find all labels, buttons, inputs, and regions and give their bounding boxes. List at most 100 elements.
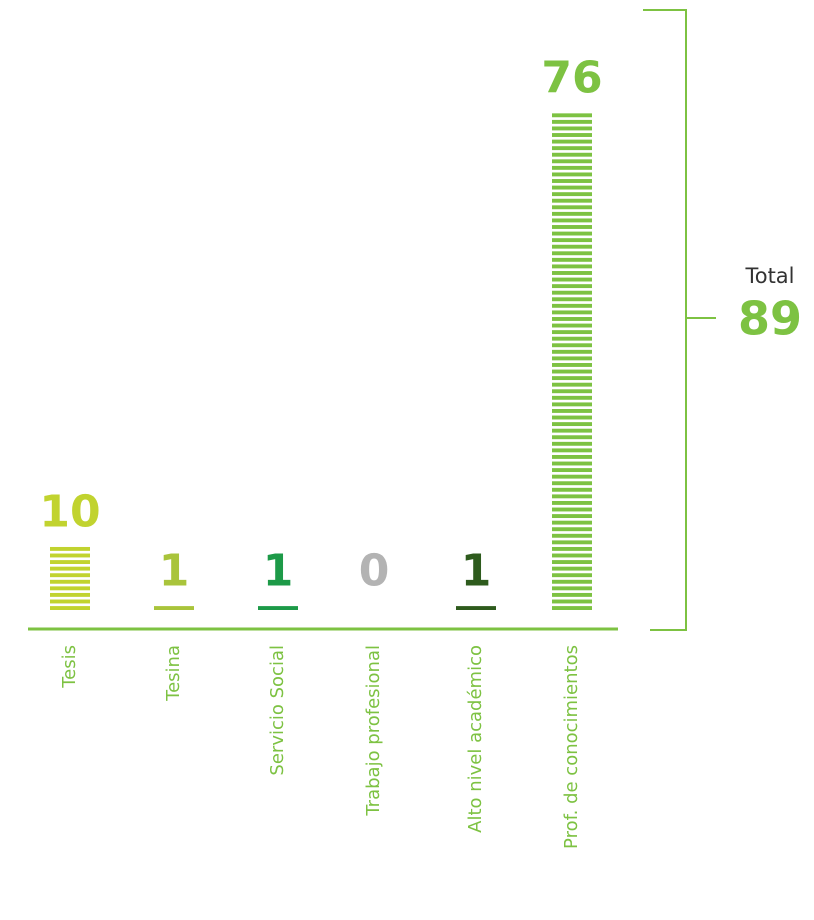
bar-stripe (552, 165, 592, 170)
bar-stripe (552, 152, 592, 157)
bar (154, 606, 194, 610)
bar (456, 606, 496, 610)
bar-stripe (552, 428, 592, 433)
bar-stripe (552, 599, 592, 604)
value-label: 0 (359, 545, 390, 596)
bar-stripe (552, 586, 592, 591)
bar-stripe (552, 330, 592, 335)
bar-stripe (552, 441, 592, 446)
bar-stripe (552, 606, 592, 610)
bar-stripe (552, 500, 592, 505)
bar-stripe (552, 231, 592, 236)
value-label: 1 (263, 545, 294, 596)
bar-stripe (552, 205, 592, 210)
bar-stripe (552, 310, 592, 315)
bar-stripe (50, 546, 90, 551)
bar-stripe (552, 179, 592, 183)
bar-stripe (552, 133, 592, 137)
bar-stripe (50, 579, 90, 584)
bar-stripe (552, 376, 592, 381)
bar-stripe (50, 560, 90, 565)
bar-stripe (552, 382, 592, 387)
bar-stripe (552, 487, 592, 492)
bar-stripe (552, 192, 592, 197)
bar-stripe (50, 586, 90, 591)
category-label: Tesina (163, 645, 184, 702)
bar-stripe (552, 481, 592, 486)
bar-stripe (552, 540, 592, 545)
total-value: 89 (738, 292, 802, 346)
bar-stripe (552, 126, 592, 131)
bar-stripe (552, 468, 592, 473)
bar-stripe (154, 606, 194, 610)
bar-stripe (552, 369, 592, 374)
bar-stripe (552, 303, 592, 308)
bar-stripe (552, 507, 592, 512)
value-label: 1 (159, 545, 190, 596)
bar-stripe (552, 573, 592, 578)
bar-stripe (552, 389, 592, 394)
bar-stripe (50, 566, 90, 571)
bar-stripe (552, 520, 592, 525)
bar-stripe (552, 343, 592, 348)
bar-stripe (552, 198, 592, 203)
bar-stripe (552, 579, 592, 584)
bar-stripe (552, 257, 592, 262)
bar-stripe (552, 546, 592, 551)
bar-stripe (552, 435, 592, 440)
bar-stripe (552, 415, 592, 420)
bar-stripe (552, 553, 592, 558)
bar-stripe (50, 553, 90, 558)
bar-stripe (552, 297, 592, 302)
category-label: Trabajo profesional (363, 645, 384, 817)
bar-stripe (552, 271, 592, 275)
total-bracket (643, 9, 687, 631)
bar-stripe (552, 448, 592, 453)
category-label: Tesis (59, 645, 80, 689)
category-label: Servicio Social (267, 645, 288, 776)
bar-stripe (552, 146, 592, 151)
bar-stripe (552, 533, 592, 538)
bar-stripe (552, 395, 592, 400)
bar-stripe (50, 606, 90, 610)
value-label: 10 (39, 486, 100, 537)
bar-stripe (552, 277, 592, 282)
bar-stripe (552, 363, 592, 367)
category-label: Prof. de conocimientos (561, 645, 582, 849)
bar-stripe (552, 514, 592, 519)
bar-stripe (552, 251, 592, 256)
bar-stripe (456, 606, 496, 610)
bar-stripe (552, 323, 592, 328)
bar (50, 546, 90, 610)
bar-stripe (552, 454, 592, 459)
bar-stripe (552, 422, 592, 427)
bar-stripe (50, 592, 90, 597)
bar-stripe (50, 573, 90, 578)
category-label: Alto nivel académico (465, 645, 486, 833)
bar-stripe (552, 356, 592, 361)
bar-stripe (552, 238, 592, 243)
bar-stripe (552, 264, 592, 269)
bar (258, 606, 298, 610)
bar-stripe (552, 218, 592, 223)
bar-stripe (552, 349, 592, 354)
value-label: 76 (541, 53, 602, 104)
bar-stripe (552, 119, 592, 124)
bar-stripe (552, 172, 592, 177)
bar-stripe (552, 336, 592, 341)
bar-stripe (552, 461, 592, 466)
bar-stripe (552, 494, 592, 499)
bar-stripe (50, 599, 90, 604)
bar-stripe (552, 317, 592, 321)
bar-stripe (552, 225, 592, 229)
bar-stripe (552, 139, 592, 144)
bar-stripe (552, 560, 592, 565)
bar-stripe (552, 211, 592, 216)
bar-stripe (552, 284, 592, 289)
bar-stripe (552, 402, 592, 407)
bar-stripe (552, 527, 592, 532)
bar-stripe (552, 409, 592, 413)
total-label: Total (744, 264, 794, 288)
bar-stripe (552, 244, 592, 249)
